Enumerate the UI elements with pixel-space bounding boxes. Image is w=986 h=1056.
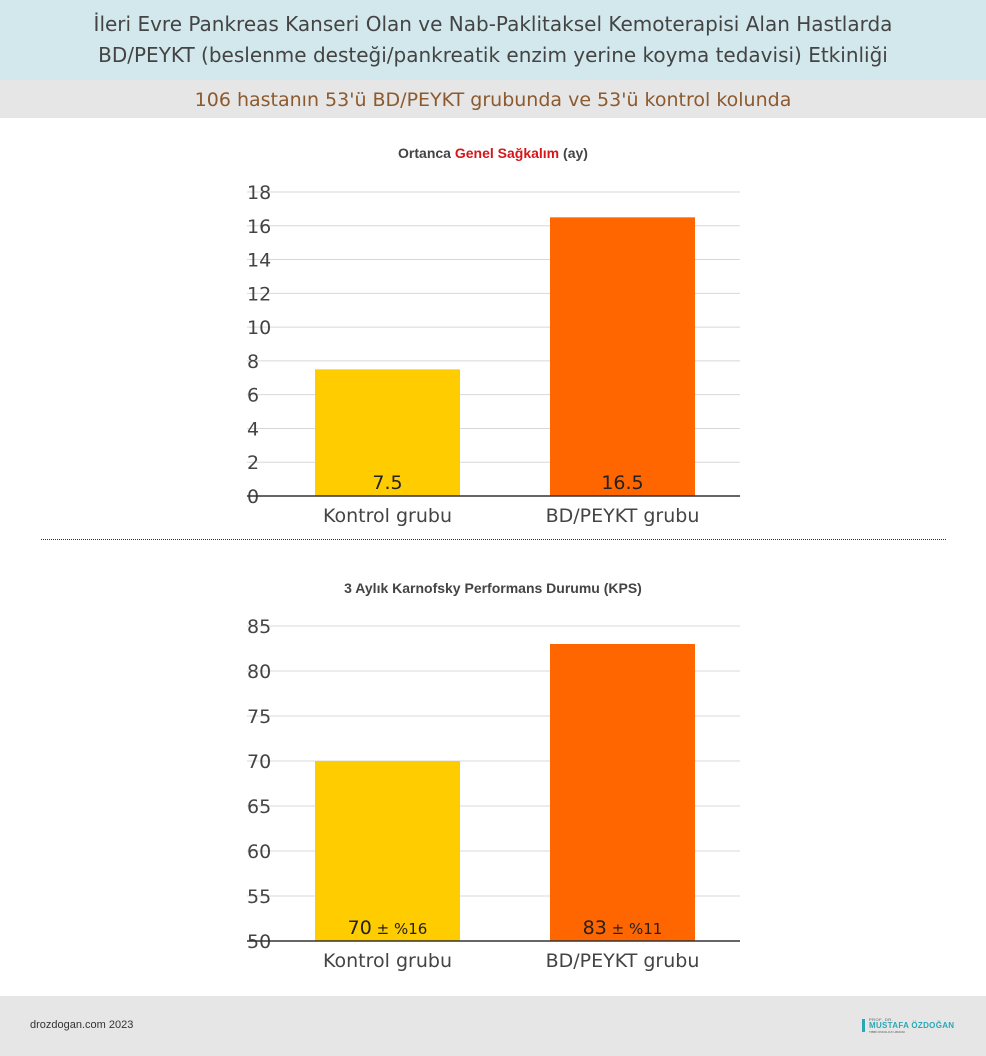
chart1-value-label: 16.5: [601, 472, 643, 494]
logo-name: MUSTAFA ÖZDOĞAN: [869, 1021, 955, 1030]
chart2-bar: [315, 761, 460, 941]
chart1-title-suffix: (ay): [559, 145, 588, 161]
chart2-ytick-label: 80: [247, 661, 271, 683]
chart2-ytick-label: 85: [247, 616, 271, 638]
title-banner: [0, 0, 986, 80]
chart2-bar: [550, 644, 695, 941]
chart1-ytick-label: 18: [247, 182, 271, 204]
chart2-ytick-label: 50: [247, 931, 271, 953]
chart1-bar: [315, 369, 460, 496]
chart1-value-label: 7.5: [372, 472, 402, 494]
chart1-title: Ortanca Genel Sağkalım (ay): [0, 145, 986, 161]
chart1-title-prefix: Ortanca: [398, 145, 455, 161]
chart2-ytick-label: 75: [247, 706, 271, 728]
chart2-title-prefix: 3 Aylık Karnofsky Performans Durumu (KPS…: [344, 580, 642, 596]
chart2-ytick-label: 70: [247, 751, 271, 773]
chart1-ytick-label: 14: [247, 250, 271, 272]
chart1-ytick-label: 4: [247, 418, 259, 440]
logo-prefix: PROF. DR.: [869, 1017, 894, 1022]
chart2-ytick-label: 55: [247, 886, 271, 908]
footer-site-link[interactable]: drozdogan.com 2023: [30, 1019, 134, 1031]
subtitle-banner: [0, 80, 986, 118]
chart2-svg: 50 55 60 65 70 75 80 85 70 ± %16 Kontrol grubu 83 …: [247, 616, 740, 972]
chart1-ytick-label: 2: [247, 452, 259, 474]
chart1-category-label: Kontrol grubu: [323, 505, 452, 527]
chart1-ytick-label: 0: [247, 486, 259, 508]
chart1-ytick-label: 10: [247, 317, 271, 339]
chart1-ytick-label: 12: [247, 283, 271, 305]
section-divider: [41, 539, 946, 540]
chart2-category-label: BD/PEYKT grubu: [546, 950, 700, 972]
chart2-title: 3 Aylık Karnofsky Performans Durumu (KPS…: [0, 580, 986, 596]
page-title-line-2: BD/PEYKT (beslenme desteği/pankreatik en…: [98, 43, 888, 67]
chart2-ytick-label: 60: [247, 841, 271, 863]
chart2-value-label: 70 ± %16: [348, 917, 428, 939]
chart1-category-label: BD/PEYKT grubu: [546, 505, 700, 527]
chart1-bar: [550, 217, 695, 497]
footer: [0, 996, 986, 1056]
chart1-ytick-label: 8: [247, 351, 259, 373]
page-title-line-1: İleri Evre Pankreas Kanseri Olan ve Nab-…: [93, 12, 893, 36]
chart2-category-label: Kontrol grubu: [323, 950, 452, 972]
chart2-ytick-label: 65: [247, 796, 271, 818]
chart1-svg: 0 2 4 6 8 10 12 14 16 18 7.5 Kontrol grubu 16.5 BD/PE…: [247, 182, 740, 527]
chart1-title-highlight: Genel Sağkalım: [454, 145, 560, 161]
logo-subtitle: TIBBİ ONKOLOJİ UZMANI: [869, 1030, 905, 1034]
chart1-ytick-label: 6: [247, 385, 259, 407]
logo-bar-icon: [862, 1019, 865, 1032]
chart1-ytick-label: 16: [247, 216, 271, 238]
page-subtitle: 106 hastanın 53'ü BD/PEYKT grubunda ve 5…: [194, 89, 792, 111]
chart2-value-label: 83 ± %11: [583, 917, 663, 939]
author-logo: PROF. DR. MUSTAFA ÖZDOĞAN TIBBİ ONKOLOJİ…: [862, 1017, 958, 1034]
